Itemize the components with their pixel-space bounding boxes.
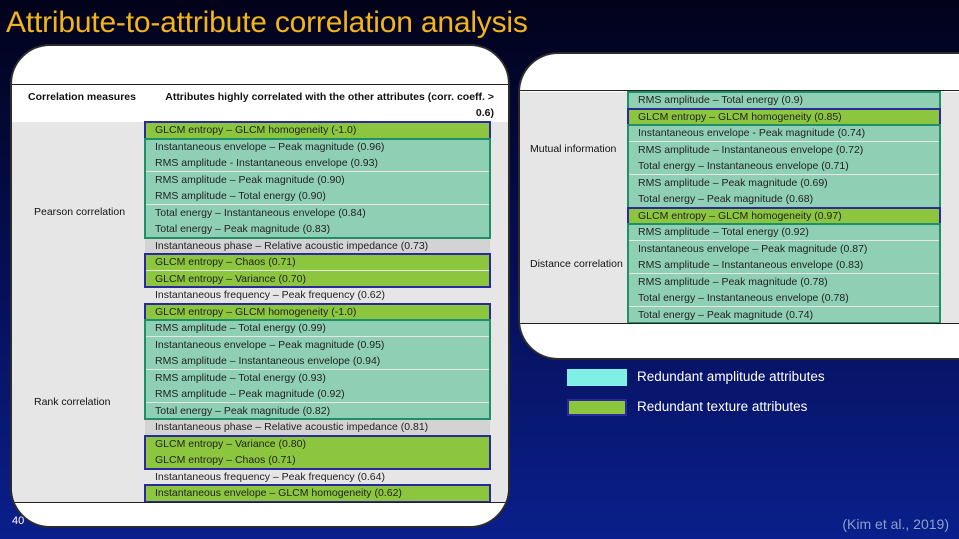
attribute-pair-text: Instantaneous envelope – Peak magnitude … [155,140,385,153]
attribute-pair-row: RMS amplitude – Peak magnitude (0.78) [628,273,940,290]
header-top-rule [12,84,508,85]
attribute-pair-text: RMS amplitude – Instantaneous envelope (… [638,259,864,271]
attribute-pair-row: Instantaneous envelope – Peak magnitude … [628,240,940,257]
attribute-pair-text: GLCM entropy – GLCM homogeneity (0.85) [638,110,842,123]
attribute-pair-row: RMS amplitude – Total energy (0.99) [145,320,490,336]
attribute-pair-text: Instantaneous frequency – Peak frequency… [155,289,385,301]
attribute-pair-row: Instantaneous envelope – Peak magnitude … [145,138,490,155]
attribute-pair-text: Instantaneous phase – Relative acoustic … [155,239,429,252]
attribute-pair-text: GLCM entropy – Variance (0.70) [155,272,306,285]
header-correlation-measures: Correlation measures [28,91,136,103]
attribute-pair-text: GLCM entropy – Variance (0.80) [155,437,306,450]
attribute-pair-text: RMS amplitude - Instantaneous envelope (… [155,157,378,169]
attribute-pair-row: Instantaneous envelope – GLCM homogeneit… [145,485,490,501]
attribute-pair-row: Total energy – Peak magnitude (0.83) [145,221,490,237]
attribute-pair-row: GLCM entropy – Chaos (0.71) [145,254,490,270]
attribute-pair-text: RMS amplitude – Peak magnitude (0.90) [155,173,345,186]
attribute-pair-text: Instantaneous phase – Relative acoustic … [155,421,429,433]
attribute-pair-row: GLCM entropy – Variance (0.70) [145,270,490,287]
correlation-measure-label: Pearson correlation [34,205,126,218]
page-number: 40 [12,515,25,527]
attribute-pair-row: Instantaneous frequency – Peak frequency… [145,287,490,303]
attribute-pair-text: GLCM entropy – Chaos (0.71) [155,454,296,466]
attribute-pair-text: Total energy – Peak magnitude (0.82) [155,404,331,417]
attribute-pair-row: Instantaneous frequency – Peak frequency… [145,469,490,485]
header-attributes: Attributes highly correlated with the ot… [165,91,494,119]
attribute-pair-row: RMS amplitude – Peak magnitude (0.69) [628,174,940,191]
attribute-pair-text: Total energy – Instantaneous envelope (0… [638,292,849,304]
slide-title: Attribute-to-attribute correlation analy… [6,6,528,39]
legend-label-amplitude: Redundant amplitude attributes [637,369,825,384]
attribute-pair-text: RMS amplitude – Total energy (0.93) [155,371,326,384]
attribute-pair-row: Total energy – Peak magnitude (0.74) [628,306,940,323]
attribute-pair-text: RMS amplitude – Total energy (0.90) [155,190,326,202]
correlation-measure-label: Distance correlation [530,258,623,271]
attribute-pair-row: RMS amplitude – Total energy (0.93) [145,369,490,386]
attribute-pair-row: RMS amplitude – Total energy (0.9) [628,92,940,108]
attribute-pair-text: GLCM entropy – GLCM homogeneity (-1.0) [155,305,357,318]
attribute-pair-text: RMS amplitude – Total energy (0.92) [638,226,809,238]
attribute-pair-text: RMS amplitude – Total energy (0.9) [638,94,803,106]
attribute-pair-row: Total energy – Instantaneous envelope (0… [628,290,940,306]
attribute-pair-row: RMS amplitude – Instantaneous envelope (… [628,257,940,273]
attribute-pair-row: Instantaneous phase – Relative acoustic … [145,237,490,254]
attribute-pair-row: GLCM entropy – GLCM homogeneity (0.97) [628,207,940,224]
attribute-pair-text: RMS amplitude – Peak magnitude (0.78) [638,275,828,288]
attribute-pair-text: GLCM entropy – Chaos (0.71) [155,256,296,268]
attribute-pair-row: Total energy – Peak magnitude (0.82) [145,402,490,419]
attribute-pair-text: RMS amplitude – Peak magnitude (0.92) [155,388,345,400]
attribute-pair-row: GLCM entropy – GLCM homogeneity (0.85) [628,108,940,125]
attribute-pair-row: Total energy – Instantaneous envelope (0… [145,204,490,221]
attribute-pair-text: Total energy – Peak magnitude (0.74) [638,308,814,321]
attribute-pair-text: Instantaneous envelope - Peak magnitude … [638,127,866,139]
attribute-pair-text: GLCM entropy – GLCM homogeneity (-1.0) [155,124,357,136]
attribute-pair-text: RMS amplitude – Total energy (0.99) [155,322,326,334]
attribute-pair-row: GLCM entropy – Variance (0.80) [145,435,490,452]
attribute-pair-row: RMS amplitude - Instantaneous envelope (… [145,155,490,171]
attribute-pair-text: Total energy – Instantaneous envelope (0… [638,160,849,172]
section-divider [12,501,508,503]
attribute-pair-row: RMS amplitude – Instantaneous envelope (… [628,141,940,158]
legend-label-texture: Redundant texture attributes [637,399,808,414]
attribute-pair-text: Total energy – Peak magnitude (0.83) [155,223,331,235]
attribute-pair-row: GLCM entropy – GLCM homogeneity (-1.0) [145,303,490,320]
attribute-pair-row: GLCM entropy – Chaos (0.71) [145,452,490,468]
legend-swatch-texture [567,399,627,416]
attribute-pair-row: RMS amplitude – Peak magnitude (0.92) [145,386,490,402]
legend-swatch-amplitude [567,369,627,386]
right-top-rule [520,90,959,91]
attribute-pair-text: Instantaneous envelope – Peak magnitude … [155,338,385,351]
attribute-pair-row: Instantaneous envelope - Peak magnitude … [628,125,940,141]
attribute-pair-text: GLCM entropy – GLCM homogeneity (0.97) [638,209,842,222]
attribute-pair-row: RMS amplitude – Peak magnitude (0.90) [145,171,490,188]
left-table-panel: Correlation measures Attributes highly c… [10,44,510,528]
attribute-pair-row: RMS amplitude – Total energy (0.90) [145,188,490,204]
attribute-pair-text: RMS amplitude – Peak magnitude (0.69) [638,176,828,189]
attribute-pair-row: RMS amplitude – Total energy (0.92) [628,224,940,240]
attribute-pair-text: Total energy – Instantaneous envelope (0… [155,206,366,219]
attribute-pair-text: RMS amplitude – Instantaneous envelope (… [155,355,381,367]
attribute-pair-row: Instantaneous envelope – Peak magnitude … [145,336,490,353]
correlation-measure-label: Mutual information [530,142,617,155]
attribute-pair-row: Total energy – Peak magnitude (0.68) [628,191,940,207]
attribute-pair-row: GLCM entropy – GLCM homogeneity (-1.0) [145,122,490,138]
correlation-measure-label: Rank correlation [34,395,111,408]
attribute-pair-row: Instantaneous phase – Relative acoustic … [145,419,490,435]
attribute-pair-text: Instantaneous envelope – GLCM homogeneit… [155,487,402,499]
section-divider [520,323,959,324]
right-table-panel: Mutual information RMS amplitude – Total … [518,52,959,360]
attribute-pair-row: RMS amplitude – Instantaneous envelope (… [145,353,490,369]
attribute-pair-text: Instantaneous frequency – Peak frequency… [155,470,385,483]
attribute-pair-text: Instantaneous envelope – Peak magnitude … [638,242,868,255]
attribute-pair-text: Total energy – Peak magnitude (0.68) [638,193,814,205]
citation: (Kim et al., 2019) [842,516,949,532]
attribute-pair-row: Total energy – Instantaneous envelope (0… [628,158,940,174]
attribute-pair-text: RMS amplitude – Instantaneous envelope (… [638,143,864,156]
